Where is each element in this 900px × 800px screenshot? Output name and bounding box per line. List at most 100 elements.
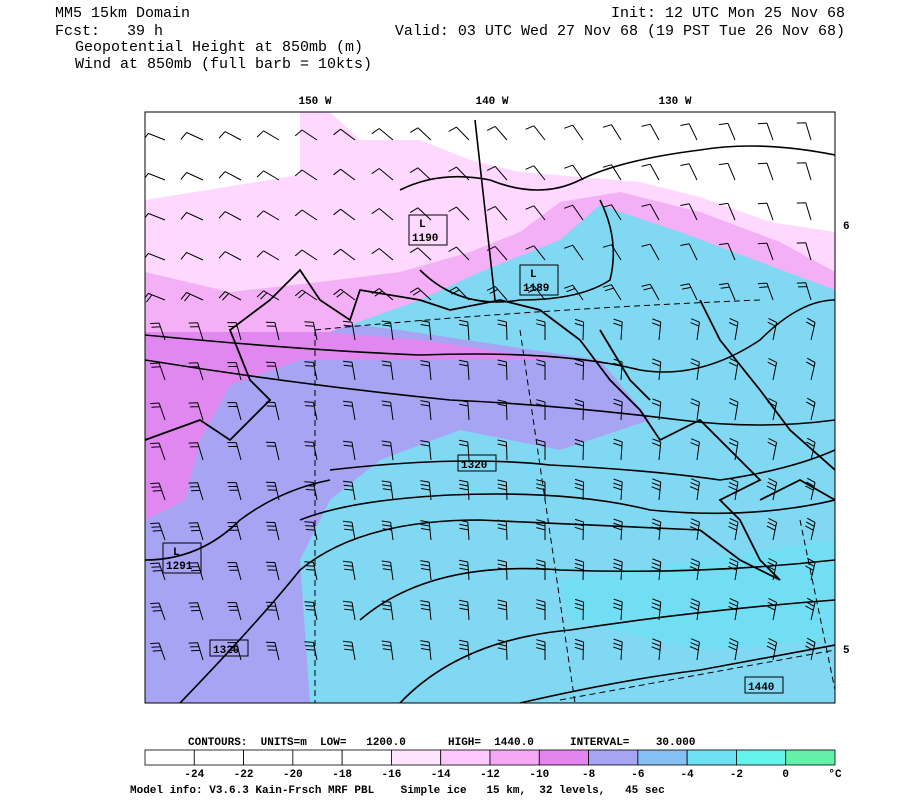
header-init: Init: 12 UTC Mon 25 Nov 68: [611, 5, 845, 22]
wind-barb: [458, 439, 470, 461]
wind-barb: [256, 170, 280, 181]
wind-barb: [719, 122, 736, 141]
wind-barb: [265, 361, 280, 381]
colorbar-swatch: [538, 749, 589, 766]
wind-barb: [805, 597, 816, 621]
wind-barb: [574, 518, 585, 541]
wind-barb: [218, 291, 242, 301]
wind-barb: [458, 639, 470, 661]
colorbar-swatch: [736, 749, 787, 766]
wind-barb: [651, 358, 662, 381]
wind-barb: [497, 399, 508, 421]
wind-barb: [227, 522, 242, 541]
wind-barb: [796, 162, 812, 181]
header-forecast: Fcst: 39 h: [55, 23, 163, 40]
wind-barb: [536, 359, 546, 380]
wind-barb: [342, 600, 356, 621]
wind-barb: [256, 130, 280, 141]
wind-barb: [294, 169, 318, 181]
wind-barb: [381, 320, 394, 341]
colorbar-label: -10: [529, 769, 549, 781]
map: [145, 112, 835, 703]
wind-barb: [458, 399, 470, 421]
wind-barb: [150, 602, 166, 621]
wind-barb: [342, 640, 356, 661]
wind-barb: [602, 124, 622, 141]
wind-barb: [689, 518, 700, 541]
wind-barb: [486, 285, 508, 301]
wind-barb: [458, 559, 470, 581]
wind-barb: [728, 398, 739, 421]
wind-barb: [188, 362, 204, 381]
colorbar-label: -4: [681, 769, 695, 781]
wind-barb: [728, 638, 739, 661]
colorbar-label: -8: [582, 769, 596, 781]
colorbar-unit: °C: [828, 769, 842, 781]
wind-barb: [536, 559, 546, 580]
wind-barb: [680, 203, 698, 221]
wind-barb: [497, 599, 508, 621]
wind-barb: [806, 357, 816, 381]
wind-barb: [180, 292, 204, 302]
wind-barb: [145, 172, 166, 181]
wind-barb: [766, 557, 778, 581]
wind-barb: [486, 125, 508, 141]
wind-barb: [342, 560, 356, 581]
wind-barb: [719, 242, 736, 261]
footer: Model info: V3.6.3 Kain-Frsch MRF PBL Si…: [130, 785, 665, 797]
contour-labels: L 1190 L 1189 1320 L 1291 1320 1440: [162, 214, 784, 694]
wind-barb: [613, 558, 623, 581]
wind-barb: [536, 599, 546, 620]
colorbar-label: -6: [631, 769, 644, 781]
wind-barb: [227, 482, 242, 501]
wind-barb: [728, 318, 739, 341]
label-box: [519, 264, 559, 296]
contour-value: 1320: [213, 645, 239, 657]
wind-barb: [525, 245, 546, 261]
wind-barb: [458, 319, 470, 341]
wind-barb: [342, 440, 356, 461]
lon-label: 130 W: [658, 96, 691, 108]
wind-barb: [381, 440, 394, 461]
wind-barb: [150, 402, 166, 421]
wind-barb: [805, 557, 816, 581]
header-field: Wind at 850mb (full barb = 10kts): [75, 56, 372, 73]
wind-barb: [574, 438, 585, 461]
wind-barb: [564, 244, 584, 261]
height-contour: [145, 299, 835, 373]
lat-lon-grid: [314, 299, 835, 703]
wind-barb: [536, 479, 546, 500]
wind-barb: [265, 561, 280, 581]
wind-barb: [409, 247, 432, 261]
wind-barb: [188, 402, 204, 421]
wind-barb: [381, 400, 394, 421]
wind-barb: [371, 128, 394, 141]
colorbar-swatch: [391, 749, 442, 766]
wind-barb: [381, 560, 394, 581]
wind-barb: [536, 439, 546, 460]
contour-value: 1190: [412, 233, 438, 245]
wind-barb: [420, 520, 432, 541]
wind-barb: [805, 477, 816, 501]
wind-barb: [304, 321, 318, 341]
wind-barb: [497, 559, 508, 581]
wind-barb: [227, 362, 242, 381]
wind-barb: [719, 162, 736, 181]
wind-barb: [728, 598, 739, 621]
wind-barb: [806, 437, 816, 461]
wind-barb: [333, 208, 356, 221]
wind-barb: [690, 358, 700, 381]
wind-barb: [188, 482, 204, 501]
wind-barb: [188, 602, 204, 621]
wind-barb: [574, 638, 585, 661]
wind-barb: [304, 601, 318, 621]
wind-barb: [536, 519, 546, 540]
wind-barb: [806, 397, 816, 421]
wind-barb: [497, 479, 508, 501]
wind-barb: [227, 562, 242, 581]
wind-barb: [420, 560, 432, 581]
height-contour: [179, 519, 835, 703]
wind-barb: [728, 478, 739, 501]
wind-barb: [448, 126, 470, 141]
